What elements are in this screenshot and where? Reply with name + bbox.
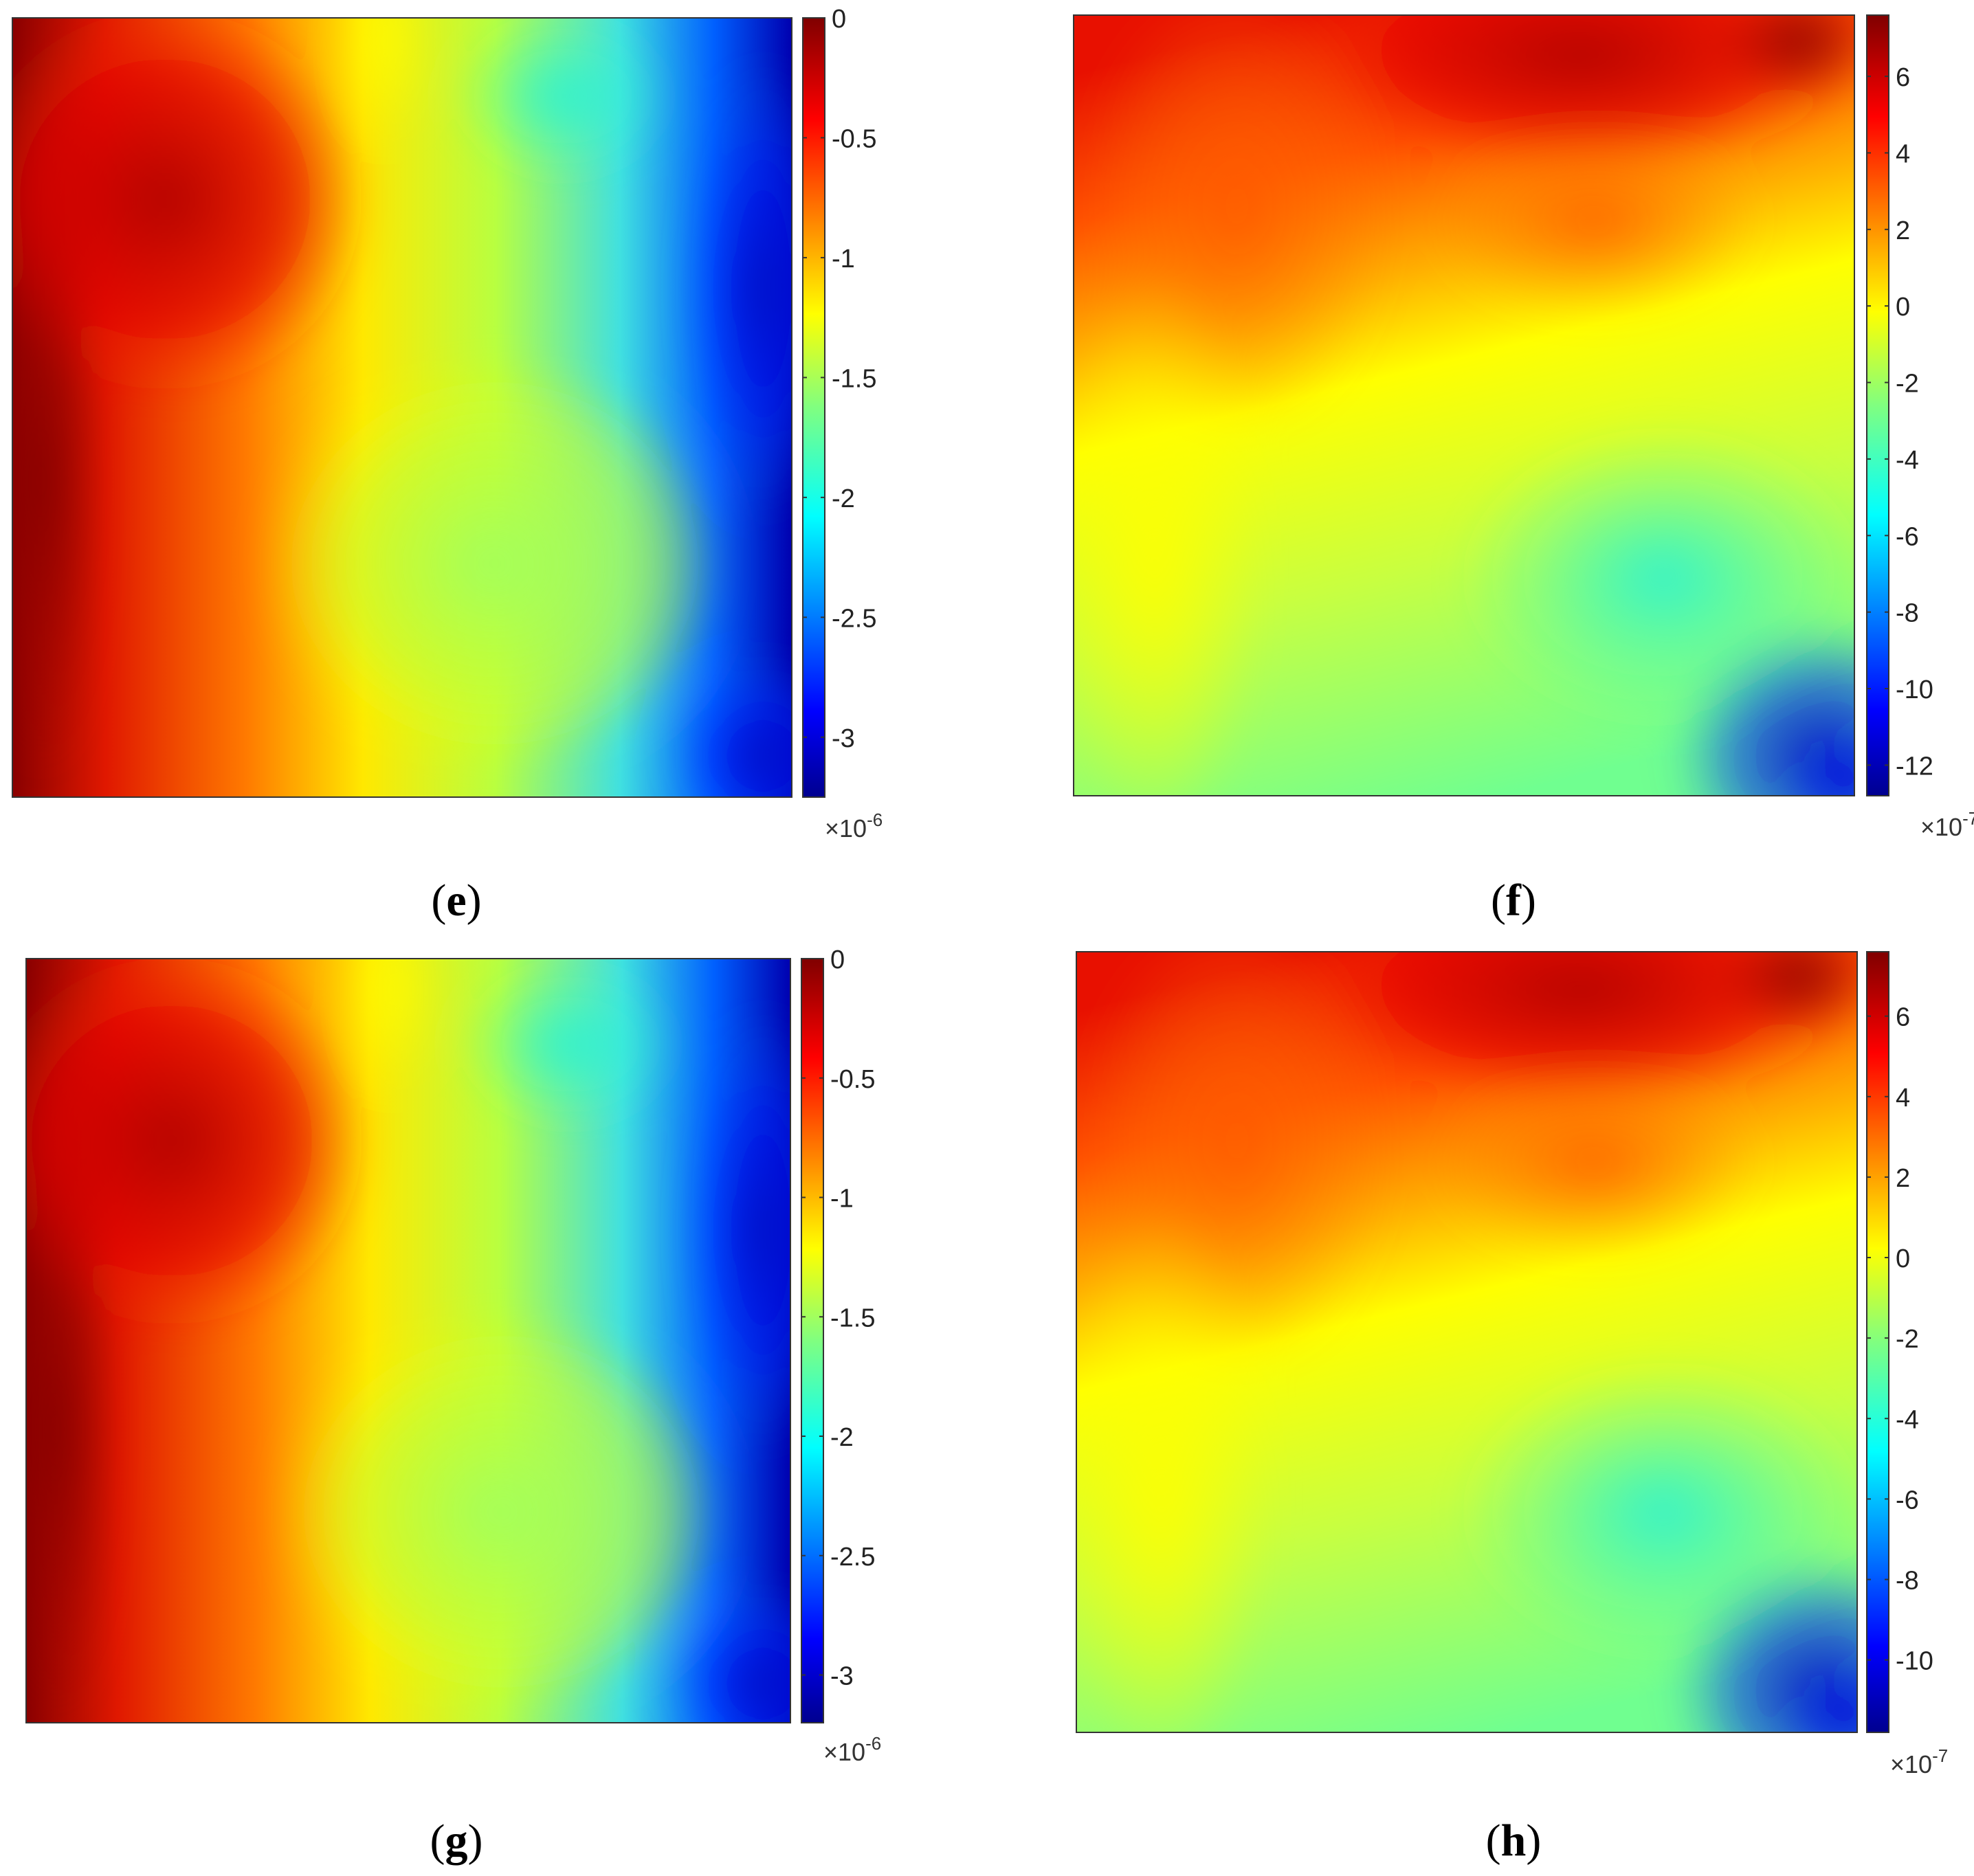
colorbar-tick-label: 6 <box>1896 63 1910 92</box>
colorbar-tick-label: -2 <box>1896 1325 1919 1354</box>
colorbar-tick-label: 0 <box>1896 293 1910 322</box>
colorbar-tick-label: -1.5 <box>830 1304 875 1332</box>
heatmap-h-frame <box>1076 951 1858 1733</box>
caption-f: (f) <box>1491 875 1536 926</box>
svg-text:(g): (g) <box>430 1816 483 1866</box>
colorbar-f <box>1866 14 1889 796</box>
colorbar-tick-label: 4 <box>1896 1084 1910 1113</box>
colorbar-tick-label: -6 <box>1896 1486 1919 1515</box>
colorbar-e-ticks: 0 -0.5 -1 -1.5 -2 -2.5 -3 <box>803 5 876 753</box>
colorbar-h-exponent: ×10-7 <box>1890 1745 1948 1778</box>
heatmap-e <box>12 18 792 797</box>
colorbar-tick-label: -3 <box>832 724 855 753</box>
heatmap-g-frame <box>25 958 791 1723</box>
colorbar-tick-label: -8 <box>1896 599 1919 628</box>
colorbar-tick-label: 4 <box>1896 139 1910 168</box>
heatmap-g <box>26 959 790 1723</box>
colorbar-tick-label: -0.5 <box>832 124 876 153</box>
colorbar-tick-label: 0 <box>832 5 846 34</box>
panel-h: 6 4 2 0 -2 -4 -6 -8 -10 ×10-7 <box>1076 951 1948 1778</box>
colorbar-h <box>1866 951 1889 1733</box>
svg-text:(h): (h) <box>1486 1816 1542 1866</box>
colorbar-tick-label: -0.5 <box>830 1065 875 1094</box>
colorbar-e <box>802 17 825 798</box>
colorbar-g <box>801 958 824 1723</box>
colorbar-tick-label: -10 <box>1896 1647 1933 1676</box>
colorbar-tick-label: -2 <box>1896 370 1919 399</box>
colorbar-tick-label: -1.5 <box>832 364 876 393</box>
colorbar-tick-label: -8 <box>1896 1566 1919 1595</box>
colorbar-g-exponent: ×10-6 <box>823 1733 881 1766</box>
colorbar-f-exponent: ×10-7 <box>1920 808 1974 841</box>
colorbar-tick-label: -4 <box>1896 1405 1919 1434</box>
panel-f: 6 4 2 0 -2 -4 -6 -8 -10 -12 ×10-7 <box>1073 14 1974 841</box>
heatmap-e-frame <box>12 17 792 798</box>
colorbar-tick-label: -3 <box>830 1662 854 1691</box>
caption-e: (e) <box>431 875 481 926</box>
panel-g: 0 -0.5 -1 -1.5 -2 -2.5 -3 ×10-6 <box>25 946 881 1766</box>
svg-text:(e): (e) <box>431 875 481 926</box>
colorbar-f-ticks: 6 4 2 0 -2 -4 -6 -8 -10 -12 <box>1867 63 1933 781</box>
colorbar-tick-label: -6 <box>1896 522 1919 551</box>
colorbar-tick-label: -2 <box>832 484 855 513</box>
colorbar-tick-label: 0 <box>830 946 845 974</box>
colorbar-tick-label: 2 <box>1896 1164 1910 1193</box>
colorbar-e-exponent: ×10-6 <box>825 809 883 842</box>
caption-g: (g) <box>430 1816 483 1866</box>
colorbar-tick-label: 6 <box>1896 1003 1910 1032</box>
colorbar-tick-label: -2 <box>830 1423 854 1452</box>
colorbar-tick-label: -2.5 <box>832 604 876 633</box>
panel-e: 0 -0.5 -1 -1.5 -2 -2.5 -3 ×10-6 <box>12 5 883 842</box>
colorbar-tick-label: -1 <box>832 245 855 273</box>
heatmap-f <box>1074 15 1854 796</box>
colorbar-tick-label: -4 <box>1896 446 1919 475</box>
heatmap-f-frame <box>1073 14 1855 796</box>
caption-h: (h) <box>1486 1816 1542 1866</box>
colorbar-g-ticks: 0 -0.5 -1 -1.5 -2 -2.5 -3 <box>801 946 875 1691</box>
colorbar-tick-label: -10 <box>1896 675 1933 704</box>
colorbar-tick-label: 2 <box>1896 216 1910 245</box>
colorbar-tick-label: 0 <box>1896 1244 1910 1273</box>
svg-text:(f): (f) <box>1491 875 1536 926</box>
colorbar-tick-label: -1 <box>830 1185 854 1214</box>
colorbar-h-ticks: 6 4 2 0 -2 -4 -6 -8 -10 <box>1867 1003 1933 1676</box>
heatmap-h <box>1076 952 1857 1732</box>
colorbar-tick-label: -2.5 <box>830 1543 875 1572</box>
colorbar-tick-label: -12 <box>1896 752 1933 781</box>
